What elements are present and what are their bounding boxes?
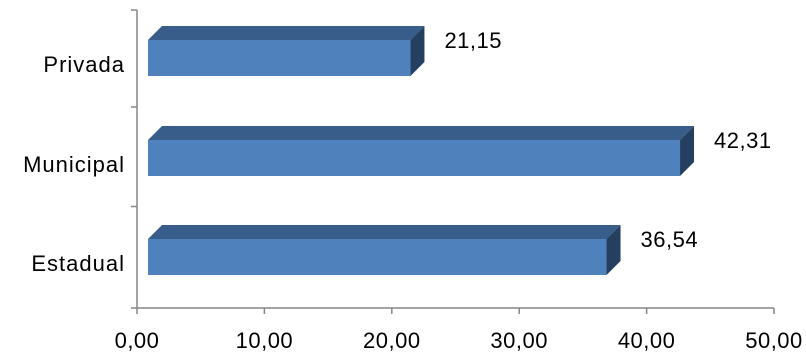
bar-side-face bbox=[410, 26, 425, 76]
bar-top-face bbox=[148, 126, 695, 140]
bar-top-face bbox=[148, 225, 621, 239]
x-tick-label: 30,00 bbox=[490, 328, 548, 352]
x-tick-label: 10,00 bbox=[236, 328, 294, 352]
bar-municipal bbox=[148, 140, 681, 176]
category-label: Privada bbox=[43, 52, 125, 77]
x-tick-label: 40,00 bbox=[618, 328, 676, 352]
category-label: Estadual bbox=[31, 251, 125, 276]
data-label: 42,31 bbox=[714, 128, 772, 153]
bar-estadual bbox=[148, 239, 607, 275]
data-label: 21,15 bbox=[444, 28, 502, 53]
category-label: Municipal bbox=[23, 152, 125, 177]
chart-labels: 0,00 10,00 20,00 30,00 40,00 50,00 Privada 21,1… bbox=[23, 28, 803, 352]
bar-side-face bbox=[606, 225, 621, 275]
x-tick-label: 0,00 bbox=[115, 328, 160, 352]
x-tick-label: 20,00 bbox=[363, 328, 421, 352]
chart-bars bbox=[148, 26, 695, 275]
bar-top-face bbox=[148, 26, 425, 40]
bar-privada bbox=[148, 40, 411, 76]
chart-axes bbox=[131, 9, 775, 314]
bar-side-face bbox=[680, 126, 695, 176]
x-tick-label: 50,00 bbox=[745, 328, 803, 352]
data-label: 36,54 bbox=[641, 227, 699, 252]
